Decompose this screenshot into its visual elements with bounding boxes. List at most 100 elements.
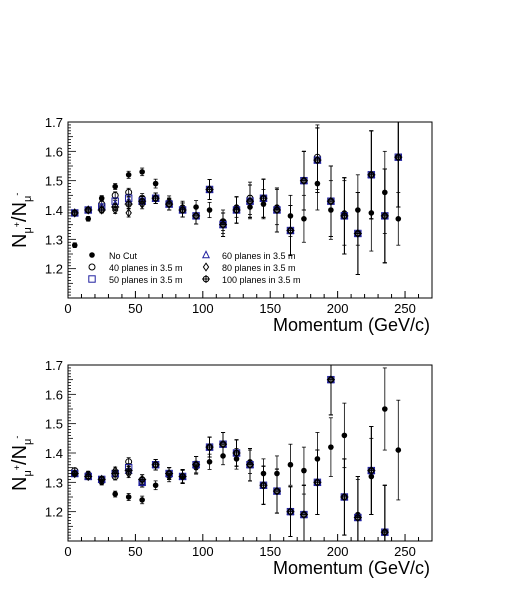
data-point-cross <box>165 469 174 478</box>
y-axis-title-ylabel-slash: /N <box>9 202 31 222</box>
data-point-dot <box>125 494 132 500</box>
y-axis-title-ylabel-sub2: μ <box>22 196 34 202</box>
y-axis-title-text: Nμ+/Nμ- <box>9 436 34 491</box>
data-point-cross <box>84 206 93 214</box>
x-axis-title: Momentum (GeV/c) <box>273 315 430 335</box>
data-point-cross <box>299 510 308 519</box>
y-tick-label: 1.5 <box>45 417 63 432</box>
data-point-dot <box>395 447 402 453</box>
y-tick-label: 1.3 <box>45 232 63 247</box>
legend-marker-dot <box>89 252 95 258</box>
y-tick-label: 1.2 <box>45 505 63 520</box>
y-tick-label: 1.6 <box>45 144 63 159</box>
data-point-diamond <box>125 208 132 218</box>
y-tick-label: 1.4 <box>45 203 63 218</box>
data-point-cross <box>219 440 228 449</box>
y-tick-label: 1.2 <box>45 262 63 277</box>
x-tick-label: 200 <box>327 544 349 559</box>
data-point-cross <box>178 206 187 214</box>
legend-label: 60 planes in 3.5 m <box>222 251 296 261</box>
data-point-cross <box>272 487 281 496</box>
data-point-cross <box>299 176 308 185</box>
data-point-cross <box>138 197 147 206</box>
x-tick-label: 150 <box>259 301 281 316</box>
data-point-cross <box>97 206 106 214</box>
legend-marker-circle <box>88 263 96 271</box>
data-point-cross <box>111 203 120 212</box>
data-point-diamond <box>111 205 119 215</box>
data-point-cross <box>380 528 389 537</box>
panel-bottom: 0 50 100 150 200 250 1.2 1.3 1.4 1.5 1.6 1.7 Momentu… <box>9 358 433 578</box>
data-point-cross <box>380 211 389 220</box>
data-point-dot <box>328 444 334 450</box>
data-point-cross <box>272 206 281 214</box>
legend-marker-square <box>88 275 96 283</box>
legend-label: No Cut <box>109 251 138 261</box>
legend-marker-cross <box>202 275 210 283</box>
data-point-diamond <box>138 199 146 209</box>
data-point-dot <box>152 482 159 489</box>
x-tick-label: 100 <box>192 544 214 559</box>
series-square <box>71 364 389 542</box>
data-point-dot <box>206 207 213 213</box>
series-circle <box>71 364 389 542</box>
data-point-cross <box>367 466 376 475</box>
data-point-dot <box>112 491 118 497</box>
legend-item: 50 planes in 3.5 m <box>88 275 183 285</box>
y-tick-label: 1.4 <box>45 446 63 461</box>
data-point-cross <box>232 206 241 214</box>
x-tick-label: 200 <box>327 301 349 316</box>
data-point-dot <box>206 459 213 465</box>
data-point-cross <box>124 200 133 209</box>
data-point-cross <box>286 226 295 235</box>
legend-label: 80 planes in 3.5 m <box>222 263 296 273</box>
data-point-cross <box>259 194 268 203</box>
legend-item: 60 planes in 3.5 m <box>201 250 296 261</box>
x-tick-label: 50 <box>128 301 142 316</box>
data-point-cross <box>326 197 335 206</box>
y-axis-title: Nμ+/Nμ- <box>9 436 34 491</box>
x-axis-title: Momentum (GeV/c) <box>273 558 430 578</box>
data-point-dot <box>139 497 145 503</box>
legend-marker-diamond <box>202 262 210 272</box>
y-axis-title: Nμ+/Nμ- <box>9 193 34 248</box>
y-tick-label: 1.5 <box>45 174 63 189</box>
data-point-cross <box>340 493 349 501</box>
data-point-dot <box>287 461 294 468</box>
data-point-dot <box>139 169 145 175</box>
data-point-dot <box>301 467 307 474</box>
y-axis-title-ylabel-slash: /N <box>9 445 31 465</box>
panel-top: 0 50 100 150 200 250 1.2 1.3 1.4 1.5 1.6 1.7 Momentu… <box>9 115 433 335</box>
data-point-cross <box>353 229 362 238</box>
y-axis-title-ylabel-sup2: - <box>12 436 22 439</box>
y-axis-title-ylabel-sub2: μ <box>22 439 34 445</box>
y-tick-label: 1.7 <box>45 115 63 130</box>
x-tick-label: 100 <box>192 301 214 316</box>
x-tick-label: 0 <box>64 301 71 316</box>
data-point-dot <box>125 172 132 178</box>
x-tick-label: 250 <box>394 301 416 316</box>
data-point-cross <box>259 481 268 490</box>
legend-item: 40 planes in 3.5 m <box>88 263 183 273</box>
series-triangle <box>70 364 389 542</box>
data-point-dot <box>85 216 92 222</box>
data-point-cross <box>138 475 147 484</box>
data-point-dot <box>301 216 307 222</box>
y-axis-title-ylabel-sup: + <box>12 465 22 470</box>
data-point-cross <box>246 197 254 206</box>
data-point-cross <box>313 478 322 487</box>
data-point-dot <box>71 242 78 248</box>
data-point-diamond <box>125 468 132 479</box>
data-point-dot <box>112 183 118 190</box>
x-tick-label: 150 <box>259 544 281 559</box>
legend-item: 80 planes in 3.5 m <box>202 262 296 273</box>
data-point-cross <box>192 460 201 469</box>
legend-marker-triangle <box>201 250 211 259</box>
data-point-cross <box>111 469 120 478</box>
y-axis-title-ylabel-sup2: - <box>12 193 22 196</box>
data-point-cross <box>178 472 187 481</box>
data-point-cross <box>326 375 335 384</box>
data-point-cross <box>165 200 174 209</box>
